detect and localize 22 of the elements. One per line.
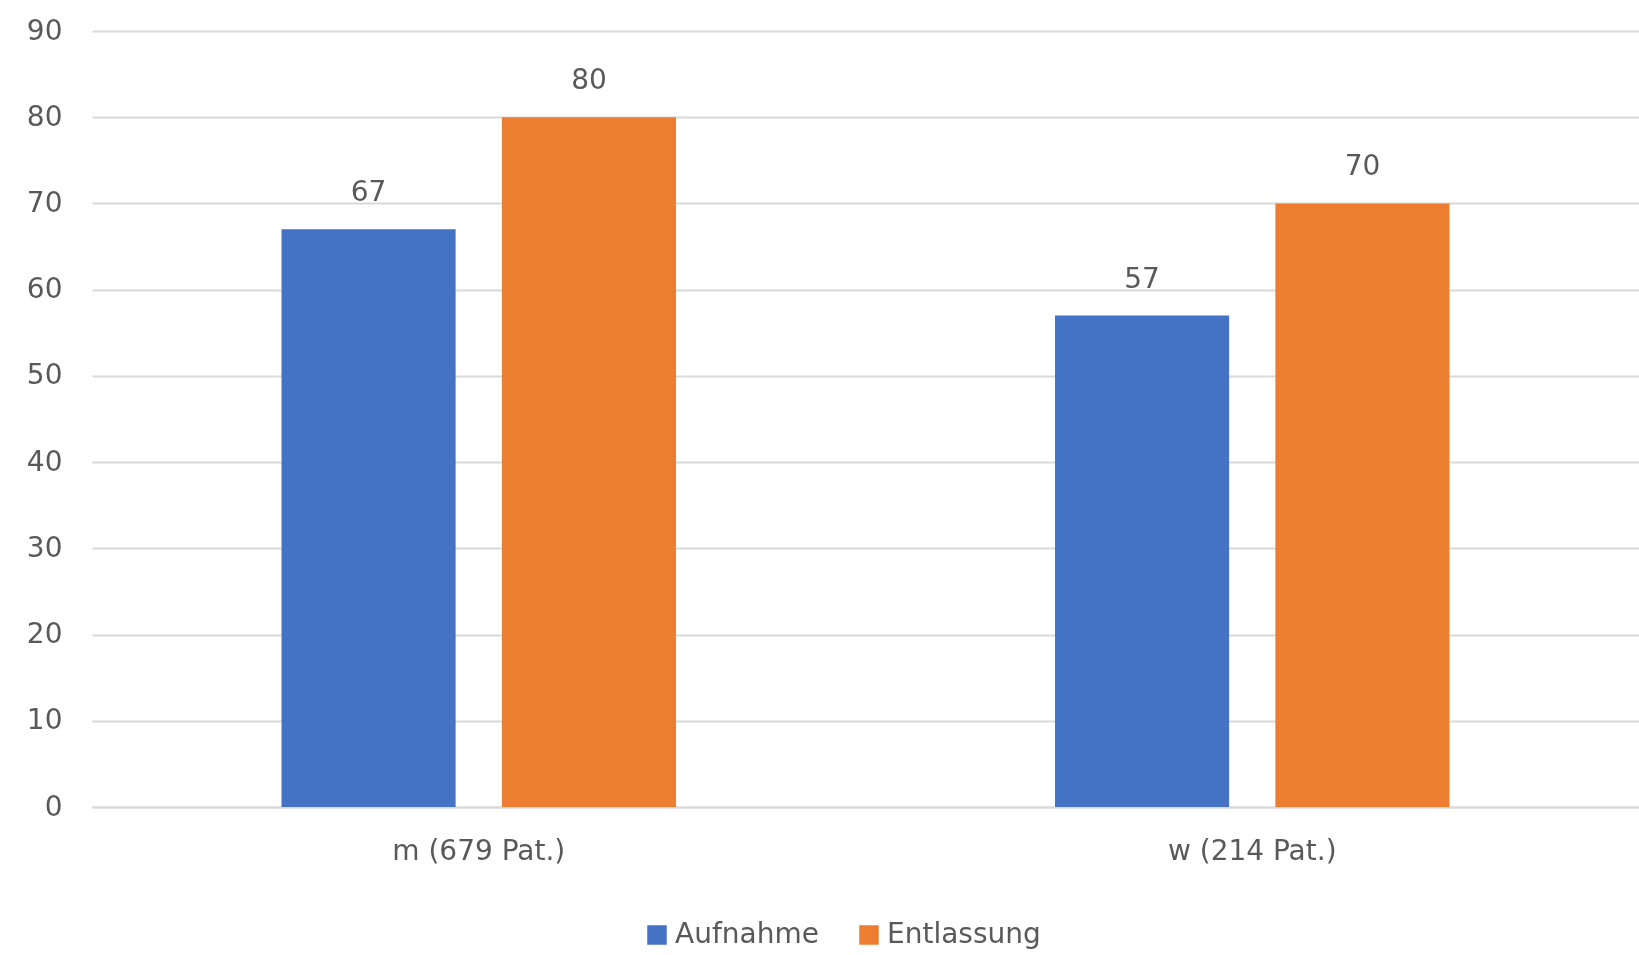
y-tick-label: 40 [26,444,63,478]
x-tick-label: m (679 Pat.) [392,833,566,867]
data-label: 67 [350,175,387,209]
y-tick-label: 50 [26,358,63,392]
bar [281,229,456,807]
x-tick-label: w (214 Pat.) [1167,833,1337,867]
bar [1275,203,1450,807]
y-tick-label: 30 [26,530,63,564]
bar [501,117,676,807]
data-label: 70 [1344,149,1381,183]
y-tick-label: 10 [26,703,63,737]
y-tick-label: 60 [26,272,63,306]
y-tick-label: 20 [26,617,63,651]
bar [1055,315,1230,807]
y-tick-label: 0 [44,789,63,823]
legend-label: Aufnahme [675,917,819,950]
legend-label: Entlassung [887,917,1041,950]
y-tick-label: 90 [26,13,63,47]
data-label: 80 [571,63,607,97]
data-label: 57 [1124,261,1160,295]
y-tick-label: 80 [26,99,63,133]
y-tick-label: 70 [26,185,63,219]
